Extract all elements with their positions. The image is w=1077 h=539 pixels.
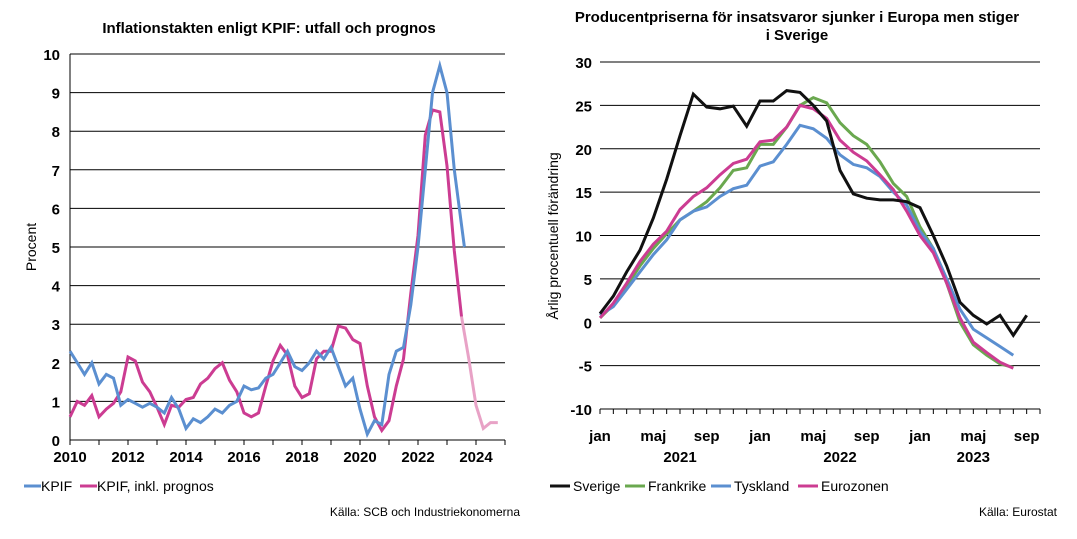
legend-frankrike-label: Frankrike: [648, 478, 707, 494]
y-tick-label: 5: [584, 272, 592, 289]
y-tick-label: 3: [52, 317, 60, 334]
series-kpif-inkl-prognos-line: [68, 108, 463, 434]
ppi-chart: Producentpriserna för insatsvaror sjunke…: [545, 9, 1058, 519]
y-tick-label: 0: [52, 433, 60, 450]
chart-title-line1: Producentpriserna för insatsvaror sjunke…: [575, 9, 1019, 26]
y-tick-label: 15: [575, 185, 592, 202]
y-tick-label: 4: [52, 279, 61, 296]
x-tick-label: 2014: [169, 449, 203, 466]
x-tick-label: jan: [908, 428, 931, 445]
x-tick-label: sep: [694, 428, 720, 445]
y-tick-label: 10: [43, 47, 60, 64]
x-tick-label: 2010: [53, 449, 86, 466]
y-tick-label: 0: [584, 315, 592, 332]
kpif-chart: Inflationstakten enligt KPIF: utfall och…: [23, 20, 520, 519]
y-axis-label: Årlig procentuell förändring: [545, 152, 561, 319]
y-tick-label: 1: [52, 394, 60, 411]
y-tick-label: 6: [52, 201, 60, 218]
series-eurozonen-line: [598, 103, 1014, 370]
y-tick-label: 30: [575, 55, 592, 72]
series-tyskland-line: [599, 123, 1015, 357]
x-tick-label: 2024: [459, 449, 493, 466]
x-tick-label: 2012: [111, 449, 144, 466]
series-kpif-line: [68, 59, 466, 439]
legend-kpif-prognos-label: KPIF, inkl. prognos: [97, 478, 214, 494]
x-tick-label: maj: [640, 428, 666, 445]
ppi-chart-panel: Producentpriserna för insatsvaror sjunke…: [538, 0, 1077, 539]
x-tick-label: jan: [588, 428, 611, 445]
x-tick-label: 2020: [343, 449, 376, 466]
x-tick-label: sep: [1014, 428, 1040, 445]
series-kpif-prognos-forecast-line: [460, 316, 498, 431]
x-tick-label: maj: [960, 428, 986, 445]
kpif-chart-panel: Inflationstakten enligt KPIF: utfall och…: [0, 0, 538, 539]
legend-kpif-label: KPIF: [41, 478, 72, 494]
y-tick-label: 20: [575, 142, 592, 159]
y-tick-label: -5: [579, 359, 592, 376]
x-tick-label: sep: [854, 428, 880, 445]
y-tick-label: 8: [52, 124, 60, 141]
source-note: Källa: SCB och Industriekonomerna: [330, 505, 520, 519]
x-tick-label: maj: [800, 428, 826, 445]
y-tick-label: 9: [52, 86, 60, 103]
x-tick-label: 2018: [285, 449, 318, 466]
legend-sverige-label: Sverige: [573, 478, 621, 494]
y-tick-label: 10: [575, 229, 592, 246]
y-tick-label: -10: [570, 402, 592, 419]
series-sverige-line: [598, 89, 1028, 339]
chart-title-line2: i Sverige: [766, 27, 829, 44]
series-frankrike-line: [598, 95, 1014, 369]
x-tick-label: 2016: [227, 449, 260, 466]
source-note: Källa: Eurostat: [979, 505, 1058, 519]
y-tick-label: 2: [52, 356, 60, 373]
y-tick-label: 7: [52, 163, 60, 180]
year-label: 2022: [823, 449, 856, 466]
chart-title: Inflationstakten enligt KPIF: utfall och…: [102, 20, 435, 37]
y-tick-label: 25: [575, 98, 592, 115]
x-tick-label: jan: [748, 428, 771, 445]
y-tick-label: 5: [52, 240, 60, 257]
legend-tyskland-label: Tyskland: [734, 478, 789, 494]
legend-eurozonen-label: Eurozonen: [821, 478, 889, 494]
x-tick-label: 2022: [401, 449, 434, 466]
year-label: 2021: [663, 449, 696, 466]
y-axis-label: Procent: [23, 223, 39, 271]
year-label: 2023: [957, 449, 990, 466]
